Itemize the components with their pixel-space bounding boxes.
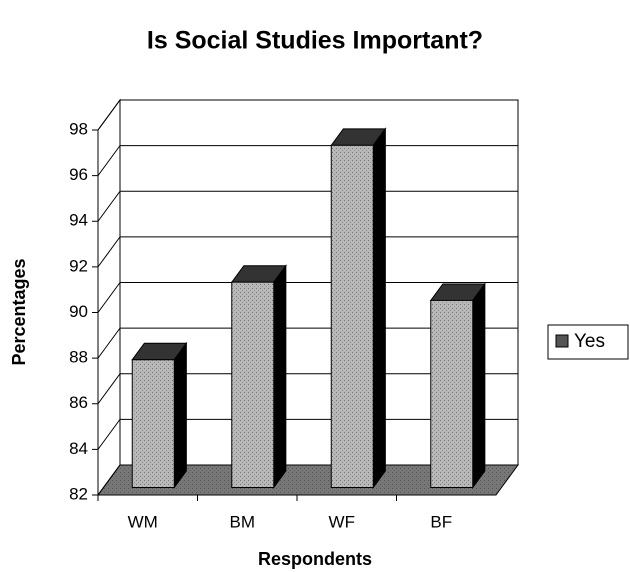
side-grid-line — [97, 464, 121, 496]
bar-texture — [430, 300, 473, 488]
x-tick-label: BF — [430, 512, 452, 531]
side-grid-line — [97, 236, 121, 268]
x-tick-label: WF — [329, 512, 355, 531]
side-grid-line — [97, 99, 121, 131]
y-tick-label: 92 — [69, 256, 88, 275]
side-grid-line — [97, 145, 121, 176]
y-tick-label: 88 — [69, 348, 88, 367]
legend-label: Yes — [574, 331, 605, 352]
bar — [330, 127, 387, 490]
side-grid-line — [97, 419, 121, 450]
side-grid-line — [97, 282, 121, 313]
bar — [230, 264, 287, 490]
floor-texture — [98, 465, 518, 495]
y-axis-label: Percentages — [9, 258, 29, 365]
bar-side — [173, 341, 187, 490]
side-grid-line — [97, 190, 121, 222]
bar-side — [472, 282, 486, 490]
bar — [429, 282, 486, 490]
bar-texture — [132, 359, 175, 488]
side-grid-line — [97, 373, 121, 405]
bar — [131, 341, 188, 490]
y-tick-label: 96 — [69, 165, 88, 184]
y-tick-label: 86 — [69, 393, 88, 412]
y-tick-label: 84 — [69, 439, 88, 458]
y-tick-label: 98 — [69, 119, 88, 138]
side-grid-line — [97, 327, 121, 359]
x-tick-label: BM — [230, 512, 256, 531]
x-axis-label: Respondents — [258, 549, 372, 569]
y-tick-label: 90 — [69, 302, 88, 321]
chart-title: Is Social Studies Important? — [147, 27, 483, 55]
y-tick-label: 82 — [69, 484, 88, 503]
x-tick-label: WM — [128, 512, 158, 531]
legend-swatch — [555, 334, 569, 348]
bar-side — [273, 264, 287, 490]
bar-side — [372, 127, 386, 490]
y-tick-label: 94 — [69, 211, 88, 230]
bar-texture — [331, 145, 374, 488]
bar-texture — [231, 282, 274, 488]
